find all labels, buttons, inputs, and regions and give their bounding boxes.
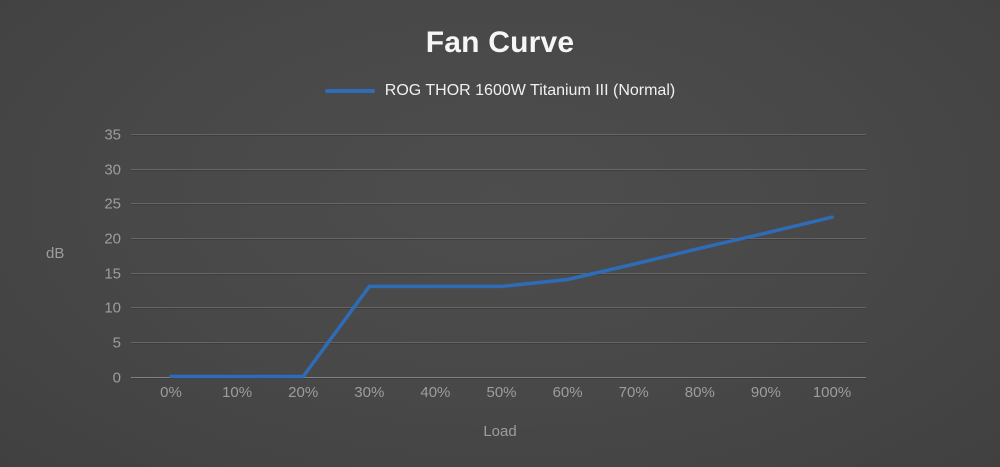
y-tick-label: 35	[104, 127, 121, 144]
legend-series-label: ROG THOR 1600W Titanium III (Normal)	[384, 82, 676, 99]
x-tick-label: 80%	[685, 384, 715, 401]
x-tick-label: 10%	[222, 384, 252, 401]
y-axis-title: dB	[46, 245, 65, 262]
x-tick-label: 60%	[553, 384, 583, 401]
y-tick-label: 10	[104, 300, 121, 317]
x-tick-label: 100%	[813, 384, 851, 401]
x-axis-title: Load	[483, 423, 517, 440]
y-tick-label: 5	[113, 335, 121, 352]
legend-line-swatch	[324, 89, 375, 93]
y-tick-label: 25	[104, 196, 121, 213]
x-tick-label: 0%	[160, 384, 182, 401]
y-tick-label: 30	[104, 162, 121, 179]
x-tick-label: 40%	[420, 384, 450, 401]
legend[interactable]: ROG THOR 1600W Titanium III (Normal)	[0, 82, 1000, 100]
x-tick-label: 90%	[751, 384, 781, 401]
y-tick-label: 15	[104, 266, 121, 283]
x-tick-label: 50%	[486, 384, 516, 401]
y-tick-label: 0	[113, 370, 121, 387]
x-tick-label: 70%	[619, 384, 649, 401]
chart-title: Fan Curve	[425, 26, 575, 59]
x-tick-label: 20%	[288, 384, 318, 401]
series-line[interactable]	[169, 215, 834, 379]
y-tick-label: 20	[104, 231, 121, 248]
x-tick-label: 30%	[354, 384, 384, 401]
